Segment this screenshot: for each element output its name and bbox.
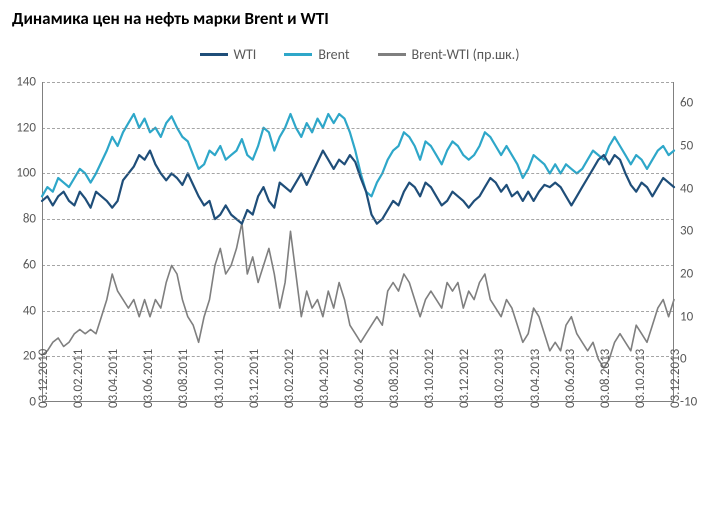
ytick-right: 20 bbox=[674, 267, 693, 282]
xtick: 03.02.2012 bbox=[282, 349, 297, 408]
xtick: 03.02.2013 bbox=[492, 349, 507, 408]
ytick-right: 60 bbox=[674, 96, 693, 111]
xtick: 03.02.2011 bbox=[71, 349, 86, 408]
xtick: 03.12.2013 bbox=[668, 349, 683, 408]
xtick: 03.12.2010 bbox=[36, 349, 51, 408]
xtick: 03.06.2013 bbox=[563, 349, 578, 408]
oil-price-chart: Динамика цен на нефть марки Brent и WTI … bbox=[0, 0, 719, 515]
ytick-right: 40 bbox=[674, 181, 693, 196]
gridline bbox=[42, 219, 674, 220]
gridline bbox=[42, 265, 674, 266]
chart-title: Динамика цен на нефть марки Brent и WTI bbox=[12, 8, 329, 29]
legend-swatch-brent bbox=[284, 53, 312, 56]
xtick: 03.10.2013 bbox=[633, 349, 648, 408]
xtick: 03.08.2011 bbox=[176, 349, 191, 408]
plot-area: 020406080100120140-10010203040506003.12.… bbox=[42, 82, 674, 402]
xtick: 03.06.2012 bbox=[352, 349, 367, 408]
legend-swatch-wti bbox=[200, 53, 228, 56]
xtick: 03.08.2013 bbox=[598, 349, 613, 408]
ytick-left: 140 bbox=[16, 75, 42, 90]
xtick: 03.12.2011 bbox=[247, 349, 262, 408]
xtick: 03.10.2012 bbox=[422, 349, 437, 408]
legend-label-wti: WTI bbox=[234, 46, 257, 63]
xtick: 03.12.2012 bbox=[457, 349, 472, 408]
ytick-right: 10 bbox=[674, 309, 693, 324]
legend-item-brent: Brent bbox=[284, 46, 349, 63]
ytick-left: 40 bbox=[23, 303, 42, 318]
gridline bbox=[42, 173, 674, 174]
xtick: 03.04.2011 bbox=[106, 349, 121, 408]
ytick-left: 100 bbox=[16, 166, 42, 181]
gridline bbox=[42, 311, 674, 312]
legend-item-diff: Brent-WTI (пр.шк.) bbox=[378, 46, 520, 63]
ytick-left: 80 bbox=[23, 212, 42, 227]
gridline bbox=[42, 128, 674, 129]
ytick-right: 50 bbox=[674, 139, 693, 154]
xtick: 03.08.2012 bbox=[387, 349, 402, 408]
xtick: 03.10.2011 bbox=[212, 349, 227, 408]
legend-swatch-diff bbox=[378, 53, 406, 56]
xtick: 03.06.2011 bbox=[141, 349, 156, 408]
ytick-right: 30 bbox=[674, 224, 693, 239]
legend-label-brent: Brent bbox=[318, 46, 349, 63]
legend: WTI Brent Brent-WTI (пр.шк.) bbox=[0, 46, 719, 63]
series-brent bbox=[42, 114, 674, 196]
xtick: 03.04.2013 bbox=[528, 349, 543, 408]
series-brent-wti-diff bbox=[42, 223, 674, 368]
ytick-left: 60 bbox=[23, 257, 42, 272]
legend-label-diff: Brent-WTI (пр.шк.) bbox=[412, 46, 520, 63]
gridline bbox=[42, 82, 674, 83]
ytick-left: 120 bbox=[16, 120, 42, 135]
legend-item-wti: WTI bbox=[200, 46, 257, 63]
xtick: 03.04.2012 bbox=[317, 349, 332, 408]
